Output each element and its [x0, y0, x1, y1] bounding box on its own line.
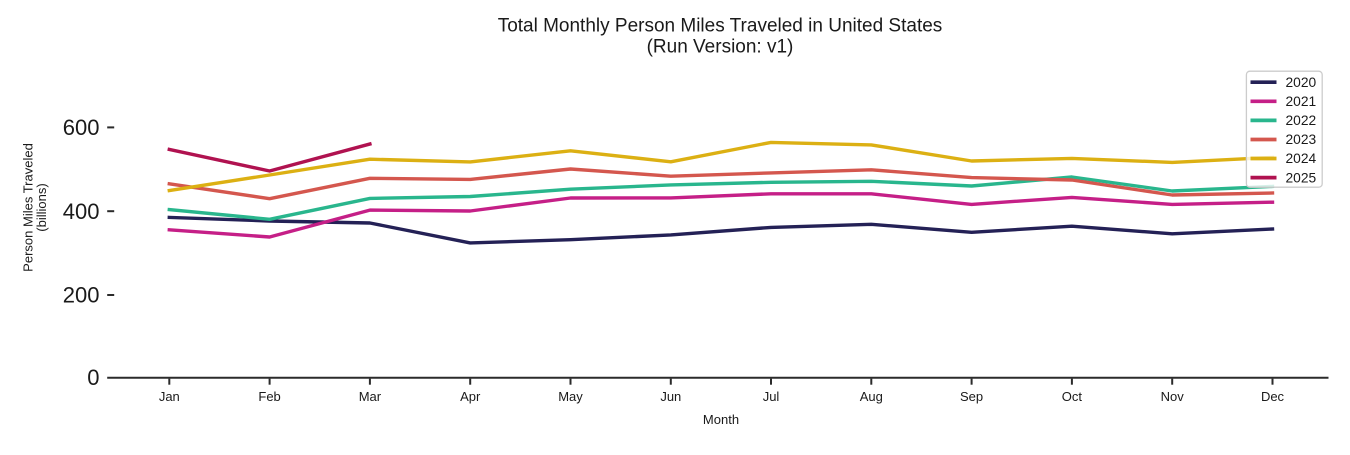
svg-text:Jun: Jun	[660, 389, 681, 404]
svg-text:2023: 2023	[1286, 132, 1317, 147]
svg-text:(Run Version: v1): (Run Version: v1)	[647, 37, 794, 58]
svg-text:Nov: Nov	[1161, 389, 1185, 404]
svg-text:2020: 2020	[1286, 75, 1317, 90]
svg-text:2024: 2024	[1286, 151, 1317, 166]
svg-text:May: May	[558, 389, 583, 404]
svg-text:Aug: Aug	[860, 389, 883, 404]
svg-text:0: 0	[87, 365, 99, 390]
svg-text:Month: Month	[703, 412, 739, 427]
svg-text:Dec: Dec	[1261, 389, 1285, 404]
svg-text:400: 400	[63, 199, 100, 224]
svg-text:Mar: Mar	[359, 389, 382, 404]
svg-text:600: 600	[63, 115, 100, 140]
svg-text:2022: 2022	[1286, 113, 1317, 128]
svg-text:Jul: Jul	[763, 389, 780, 404]
svg-text:2025: 2025	[1286, 170, 1317, 185]
svg-text:Person Miles Traveled(billions: Person Miles Traveled(billions)	[21, 143, 50, 272]
svg-text:Oct: Oct	[1062, 389, 1083, 404]
svg-text:Apr: Apr	[460, 389, 481, 404]
svg-text:200: 200	[63, 283, 100, 308]
svg-text:Feb: Feb	[258, 389, 280, 404]
svg-text:Total Monthly Person Miles Tra: Total Monthly Person Miles Traveled in U…	[498, 15, 943, 36]
svg-text:Jan: Jan	[159, 389, 180, 404]
svg-text:Sep: Sep	[960, 389, 983, 404]
svg-text:2021: 2021	[1286, 94, 1317, 109]
